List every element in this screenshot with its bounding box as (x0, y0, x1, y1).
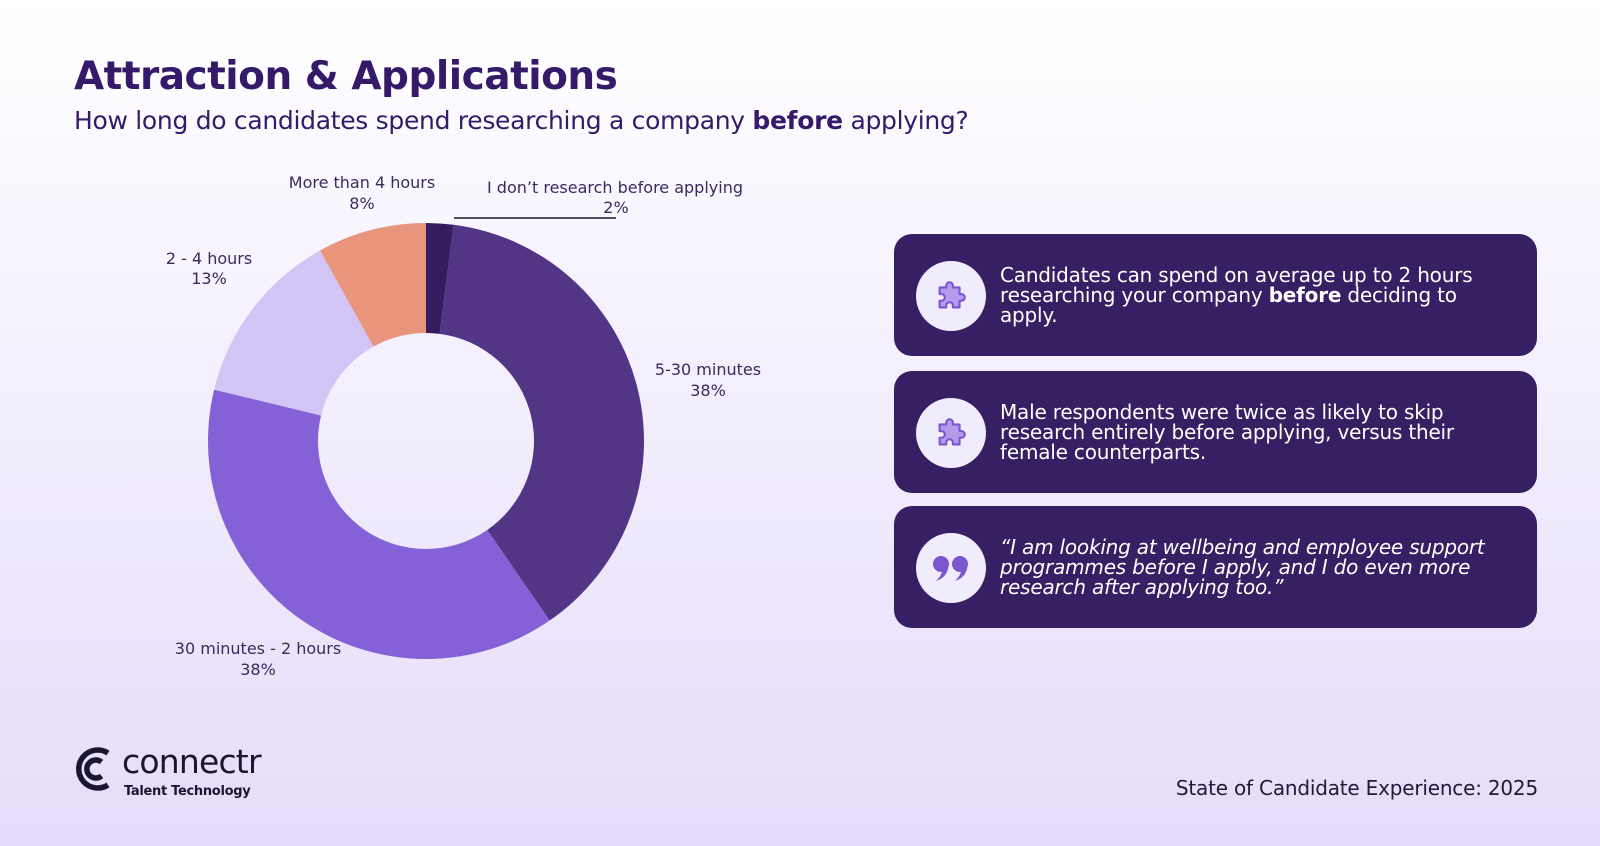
insight-card-average-time: Candidates can spend on average up to 2 … (894, 234, 1537, 356)
brand-name: connectr (122, 742, 262, 781)
connectr-logo-icon (76, 747, 110, 791)
brand-tagline: Talent Technology (124, 784, 251, 799)
insight-text-part-2: deciding to apply. (1000, 283, 1457, 327)
donut-slice-5-30-min (439, 224, 644, 621)
page-subtitle: How long do candidates spend researching… (74, 106, 969, 135)
slice-label-30min-2h: 30 minutes - 2 hours (175, 639, 341, 658)
slice-labels: I don’t research before applying 2% 5-30… (166, 173, 761, 679)
slice-value-5-30-min: 38% (690, 381, 726, 400)
insight-card-male-respondents: Male respondents were twice as likely to… (894, 371, 1537, 493)
insight-text-part-1: Candidates can spend on average up to 2 … (1000, 263, 1473, 307)
donut-slice-no-research (426, 223, 454, 334)
slice-label-2-4-hours: 2 - 4 hours (166, 249, 252, 268)
subtitle-emphasis: before (752, 106, 843, 135)
slice-value-2-4-hours: 13% (191, 269, 227, 288)
donut-slice-30min-2h (208, 389, 550, 659)
insight-text-average-time: Candidates can spend on average up to 2 … (1000, 265, 1515, 325)
slice-label-more-than-4h: More than 4 hours (289, 173, 435, 192)
donut-slice-2-4-hours (214, 250, 374, 416)
report-title: State of Candidate Experience: 2025 (1175, 776, 1538, 800)
quote-card: “I am looking at wellbeing and employee … (894, 506, 1537, 628)
puzzle-icon (916, 398, 986, 468)
subtitle-part-1: How long do candidates spend researching… (74, 106, 753, 135)
slice-label-no-research: I don’t research before applying (487, 178, 743, 197)
brand-logo: connectr Talent Technology (74, 742, 294, 804)
puzzle-icon (916, 261, 986, 331)
subtitle-part-2: applying? (842, 106, 969, 135)
quote-icon (916, 533, 986, 603)
slice-value-more-than-4h: 8% (349, 194, 374, 213)
page-title: Attraction & Applications (74, 54, 618, 99)
insight-text-emphasis: before (1268, 283, 1342, 307)
donut-slices (208, 223, 644, 659)
donut-chart: I don’t research before applying 2% 5-30… (166, 173, 761, 679)
donut-slice-more-than-4h (320, 223, 426, 347)
slice-value-no-research: 2% (603, 198, 628, 217)
quote-text: “I am looking at wellbeing and employee … (1000, 535, 1485, 599)
slice-value-30min-2h: 38% (240, 660, 276, 679)
slice-label-5-30-min: 5-30 minutes (655, 360, 761, 379)
insight-text-male-respondents: Male respondents were twice as likely to… (1000, 400, 1454, 464)
